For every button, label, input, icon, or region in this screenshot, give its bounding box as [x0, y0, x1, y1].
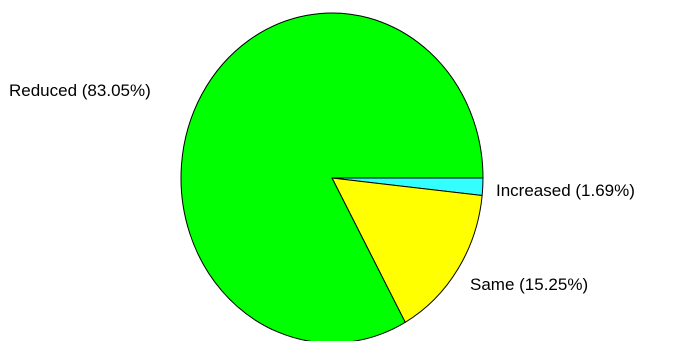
slice-label-reduced: Reduced (83.05%) — [9, 81, 151, 100]
slice-label-increased: Increased (1.69%) — [496, 181, 635, 200]
pie-labels: Increased (1.69%) Same (15.25%) Reduced … — [9, 81, 635, 294]
slice-label-same: Same (15.25%) — [470, 275, 588, 294]
pie-slices — [180, 12, 484, 341]
pie-slice-reduced — [180, 12, 484, 341]
pie-slice-same — [331, 177, 483, 323]
